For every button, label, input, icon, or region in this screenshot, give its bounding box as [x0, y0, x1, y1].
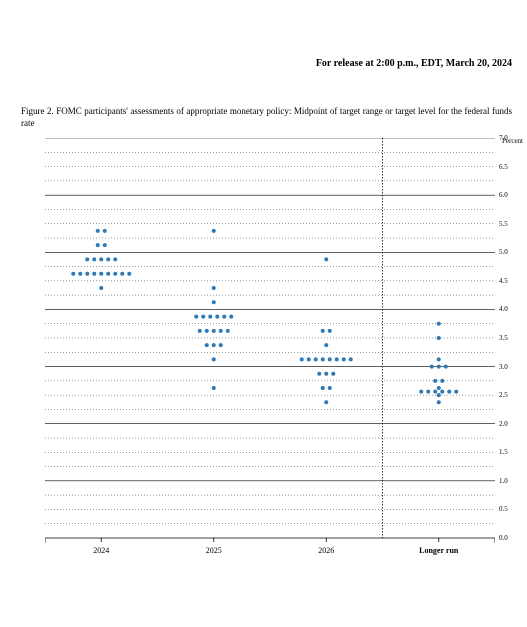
dot: [85, 257, 89, 261]
dot: [328, 357, 332, 361]
y-tick-label: 4.5: [499, 277, 517, 285]
dot: [96, 243, 100, 247]
x-category-label: 2026: [318, 546, 334, 555]
dot: [433, 379, 437, 383]
dot: [212, 329, 216, 333]
y-tick-label: 5.5: [499, 220, 517, 228]
dot: [314, 357, 318, 361]
dot: [324, 343, 328, 347]
dot: [205, 329, 209, 333]
dot: [437, 400, 441, 404]
dot: [300, 357, 304, 361]
dot: [331, 372, 335, 376]
dot: [349, 357, 353, 361]
dot: [212, 357, 216, 361]
dot: [103, 229, 107, 233]
dot: [106, 257, 110, 261]
x-category-label: 2025: [206, 546, 222, 555]
dot: [440, 379, 444, 383]
chart-svg: [45, 138, 495, 548]
y-tick-label: 0.5: [499, 505, 517, 513]
dot: [437, 386, 441, 390]
dot: [321, 357, 325, 361]
dot: [85, 272, 89, 276]
dot: [317, 372, 321, 376]
dot: [92, 272, 96, 276]
dot: [328, 329, 332, 333]
dot: [219, 329, 223, 333]
dot: [321, 386, 325, 390]
dot: [103, 243, 107, 247]
dot: [324, 400, 328, 404]
dot: [324, 372, 328, 376]
dot: [437, 393, 441, 397]
y-tick-label: 0.0: [499, 534, 517, 542]
dot: [437, 322, 441, 326]
dot: [444, 365, 448, 369]
y-tick-label: 7.0: [499, 134, 517, 142]
dot: [92, 257, 96, 261]
dot: [99, 257, 103, 261]
dot: [335, 357, 339, 361]
y-tick-label: 6.0: [499, 191, 517, 199]
dot: [198, 329, 202, 333]
dot: [113, 272, 117, 276]
dot: [229, 315, 233, 319]
release-line: For release at 2:00 p.m., EDT, March 20,…: [316, 58, 512, 69]
y-tick-label: 1.5: [499, 448, 517, 456]
dot: [437, 357, 441, 361]
dot: [212, 229, 216, 233]
dot: [99, 286, 103, 290]
dot: [437, 336, 441, 340]
dot: [120, 272, 124, 276]
dot: [219, 343, 223, 347]
x-category-label: 2024: [93, 546, 109, 555]
dot: [321, 329, 325, 333]
y-tick-label: 2.5: [499, 391, 517, 399]
dot: [454, 390, 458, 394]
dot: [71, 272, 75, 276]
dot: [430, 365, 434, 369]
dot: [127, 272, 131, 276]
dot: [106, 272, 110, 276]
dot: [328, 386, 332, 390]
dot: [99, 272, 103, 276]
dot: [96, 229, 100, 233]
dot: [307, 357, 311, 361]
y-tick-label: 3.0: [499, 363, 517, 371]
dot: [426, 390, 430, 394]
dot: [201, 315, 205, 319]
y-tick-label: 5.0: [499, 248, 517, 256]
figure-title: Figure 2. FOMC participants' assessments…: [21, 106, 512, 129]
dot: [342, 357, 346, 361]
y-tick-label: 6.5: [499, 163, 517, 171]
dot: [212, 386, 216, 390]
y-tick-label: 1.0: [499, 477, 517, 485]
y-tick-label: 3.5: [499, 334, 517, 342]
dot: [194, 315, 198, 319]
dot: [205, 343, 209, 347]
dot: [226, 329, 230, 333]
dot: [212, 300, 216, 304]
dot: [212, 286, 216, 290]
dot: [113, 257, 117, 261]
dot: [215, 315, 219, 319]
x-category-label: Longer run: [419, 546, 458, 555]
dot: [208, 315, 212, 319]
dot: [222, 315, 226, 319]
dot: [78, 272, 82, 276]
dot: [447, 390, 451, 394]
dot: [324, 257, 328, 261]
dot: [440, 390, 444, 394]
dot: [433, 390, 437, 394]
dot: [212, 343, 216, 347]
dot: [437, 365, 441, 369]
y-tick-label: 2.0: [499, 420, 517, 428]
y-tick-label: 4.0: [499, 305, 517, 313]
dot-plot-chart: Percent 0.00.51.01.52.02.53.03.54.04.55.…: [45, 138, 495, 538]
dot: [419, 390, 423, 394]
